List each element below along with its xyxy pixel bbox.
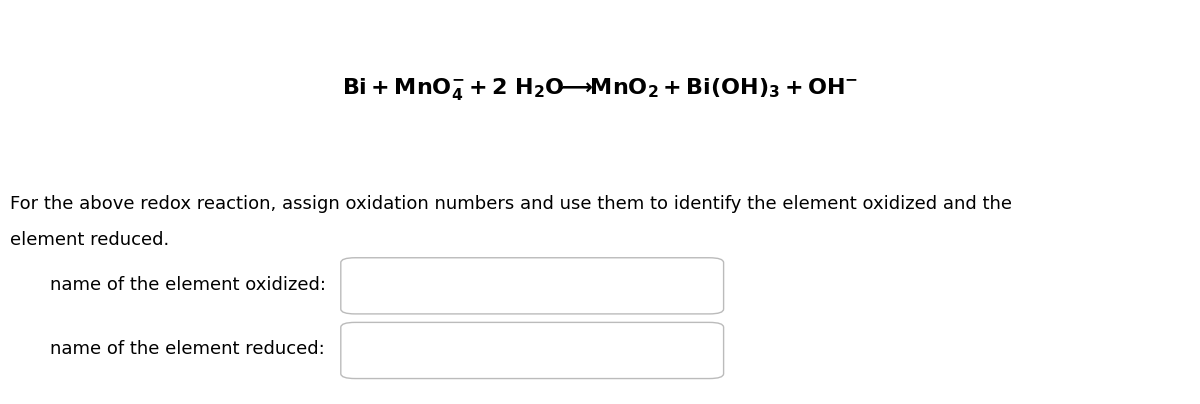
Text: element reduced.: element reduced. [10, 231, 169, 249]
Text: name of the element reduced:: name of the element reduced: [50, 341, 325, 358]
Text: name of the element oxidized:: name of the element oxidized: [50, 276, 326, 294]
Text: For the above redox reaction, assign oxidation numbers and use them to identify : For the above redox reaction, assign oxi… [10, 195, 1012, 213]
Text: $\mathbf{Bi + MnO_4^{-}+ 2\ H_2O\!\!\longrightarrow\!\!MnO_2 + Bi(OH)_3+ OH^{-}}: $\mathbf{Bi + MnO_4^{-}+ 2\ H_2O\!\!\lon… [342, 76, 858, 102]
FancyBboxPatch shape [341, 322, 724, 379]
FancyBboxPatch shape [341, 258, 724, 314]
